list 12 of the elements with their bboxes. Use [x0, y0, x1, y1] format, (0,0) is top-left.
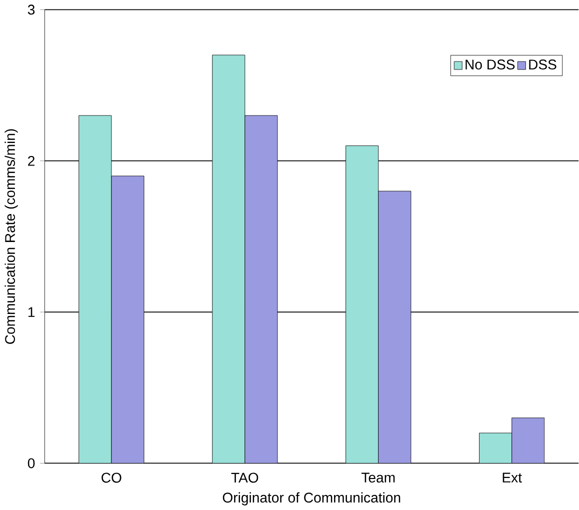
legend-label: DSS — [529, 60, 556, 70]
x-tick-label: TAO — [231, 472, 258, 483]
x-tick-label: Team — [362, 472, 395, 483]
y-tick-label: 0 — [28, 458, 35, 468]
x-axis-title: Originator of Communication — [222, 492, 400, 506]
y-axis-title: Communication Rate (comms/min) — [4, 129, 18, 344]
legend-label: No DSS — [466, 60, 515, 70]
x-tick-label: Ext — [502, 472, 522, 482]
x-tick-label: CO — [102, 472, 122, 483]
y-tick-label: 3 — [28, 4, 35, 15]
y-tick-label: 2 — [28, 156, 34, 166]
y-tick-label: 1 — [28, 307, 35, 317]
